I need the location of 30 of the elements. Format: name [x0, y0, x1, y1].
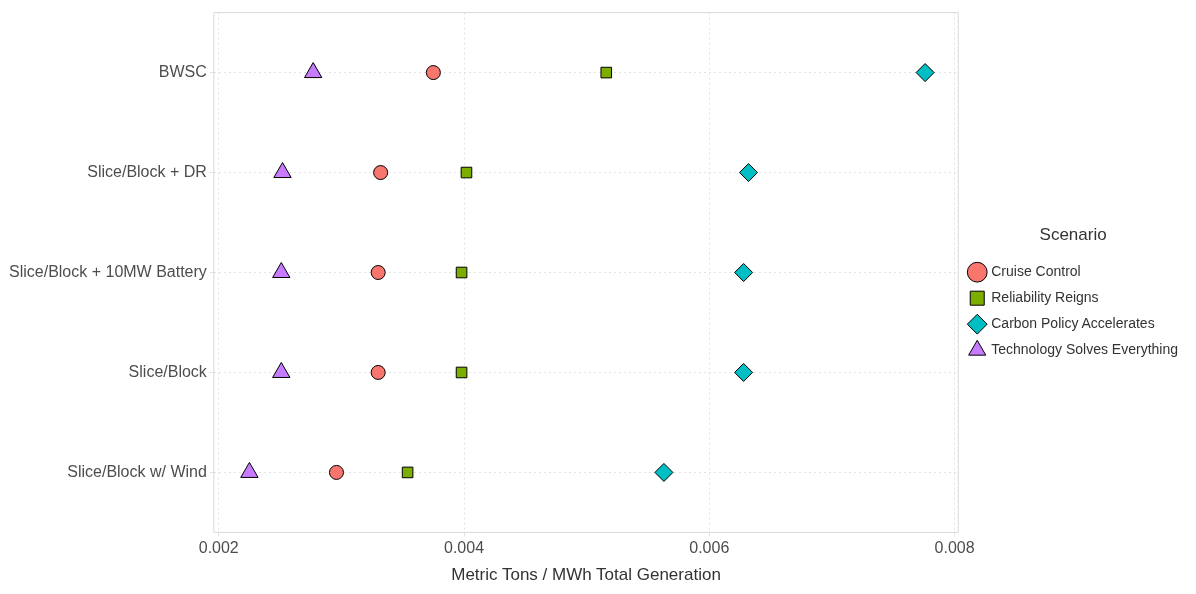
point [370, 364, 386, 380]
point [455, 366, 468, 379]
point [654, 462, 674, 482]
x-tick-label: 0.006 [689, 539, 730, 557]
point [401, 466, 414, 479]
x-tick-label: 0.004 [443, 539, 485, 557]
point [425, 65, 441, 81]
point [373, 165, 389, 181]
legend-label: Technology Solves Everything [991, 341, 1179, 358]
point [370, 265, 386, 280]
point [734, 263, 754, 282]
point [460, 166, 473, 179]
y-tick-label: Slice/Block w/ Wind [67, 462, 207, 480]
x-tick-label: 0.002 [198, 539, 239, 557]
y-tick-label: BWSC [158, 62, 207, 80]
point [455, 266, 468, 279]
legend-title: Scenario [1039, 224, 1107, 244]
y-tick-label: Slice/Block [128, 362, 208, 380]
legend-label: Cruise Control [991, 263, 1081, 280]
y-tick-label: Slice/Block + 10MW Battery [9, 262, 207, 280]
legend-label: Carbon Policy Accelerates [991, 315, 1155, 332]
point [734, 362, 754, 382]
y-tick-label: Slice/Block + DR [87, 162, 207, 180]
point [600, 66, 613, 79]
x-axis-title: Metric Tons / MWh Total Generation [451, 565, 721, 585]
point [739, 163, 759, 183]
point [328, 464, 344, 480]
x-tick-label: 0.008 [934, 539, 975, 557]
point [915, 63, 935, 83]
legend-label: Reliability Reigns [991, 289, 1099, 306]
